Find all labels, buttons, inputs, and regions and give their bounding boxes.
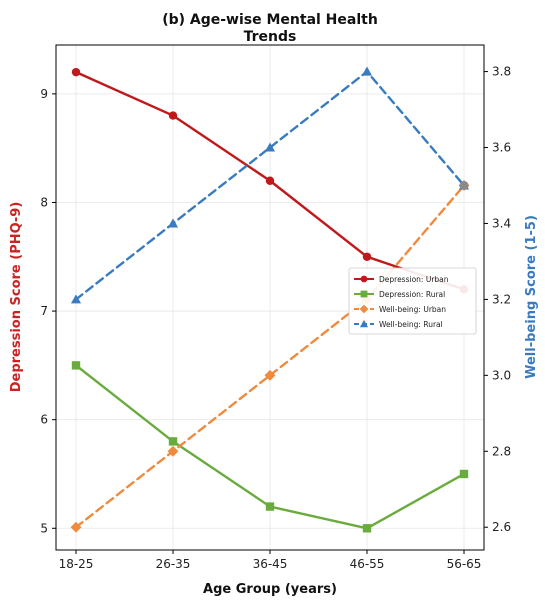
legend-label: Depression: Urban: [379, 275, 449, 284]
x-tick-label: 56-65: [447, 557, 482, 571]
legend-label: Well-being: Rural: [379, 320, 443, 329]
legend-item: Depression: Rural: [354, 290, 445, 299]
right-tick-label: 3.0: [492, 368, 511, 382]
x-axis: 18-25 26-35 36-45 46-55 56-65: [59, 550, 482, 571]
chart-title-line-1: (b) Age-wise Mental Health: [162, 12, 378, 28]
data-point: [168, 111, 178, 120]
data-point: [71, 67, 81, 77]
data-point: [361, 66, 373, 76]
x-tick-label: 26-35: [156, 557, 191, 571]
data-point: [168, 437, 178, 446]
left-axis-label: Depression Score (PHQ-9): [9, 202, 24, 393]
data-point: [167, 218, 179, 228]
series-depression-rural: [71, 361, 469, 533]
legend-item: Well-being: Urban: [354, 304, 446, 314]
right-tick-label: 3.6: [492, 141, 511, 155]
right-axis: 2.6 2.8 3.0 3.2 3.4 3.6 3.8: [484, 65, 511, 534]
data-point: [71, 361, 81, 370]
legend-label: Depression: Rural: [379, 290, 445, 299]
right-axis-label: Well-being Score (1-5): [524, 215, 539, 379]
legend-swatch-marker: [359, 319, 369, 328]
legend-box: [348, 267, 477, 335]
data-point: [265, 502, 275, 511]
data-point: [70, 294, 82, 304]
left-tick-label: 5: [40, 521, 48, 535]
left-axis: 5 6 7 8 9: [40, 87, 56, 535]
right-tick-label: 2.6: [492, 520, 511, 534]
right-tick-label: 2.8: [492, 444, 511, 458]
left-tick-label: 8: [40, 195, 48, 209]
legend-swatch-marker: [359, 304, 369, 314]
left-tick-label: 6: [40, 413, 48, 427]
left-tick-label: 9: [40, 87, 48, 101]
left-tick-label: 7: [40, 304, 48, 318]
x-tick-label: 18-25: [59, 557, 94, 571]
overlap-marker-group: [459, 180, 469, 190]
legend-label: Well-being: Urban: [379, 305, 446, 314]
legend-swatch-marker: [360, 275, 368, 283]
legend-item: Well-being: Rural: [354, 319, 443, 329]
x-tick-label: 36-45: [253, 557, 288, 571]
legend-swatch-marker: [360, 290, 368, 298]
right-tick-label: 3.4: [492, 216, 511, 230]
x-tick-label: 46-55: [350, 557, 385, 571]
legend: Depression: Urban Depression: Rural Well-b…: [348, 267, 477, 335]
chart-title-line-2: Trends: [244, 29, 297, 45]
data-point: [167, 445, 179, 457]
series-layer: [70, 66, 470, 533]
data-point: [265, 176, 275, 185]
right-tick-label: 3.8: [492, 65, 511, 79]
data-point: [362, 524, 372, 533]
data-point: [264, 142, 276, 152]
data-point: [362, 252, 372, 261]
data-point: [459, 469, 469, 479]
data-point: [264, 369, 276, 381]
data-point: [70, 521, 82, 533]
legend-item: Depression: Urban: [354, 275, 449, 284]
overlap-marker: [459, 180, 469, 190]
right-tick-label: 3.2: [492, 292, 511, 306]
x-axis-label: Age Group (years): [203, 582, 337, 597]
